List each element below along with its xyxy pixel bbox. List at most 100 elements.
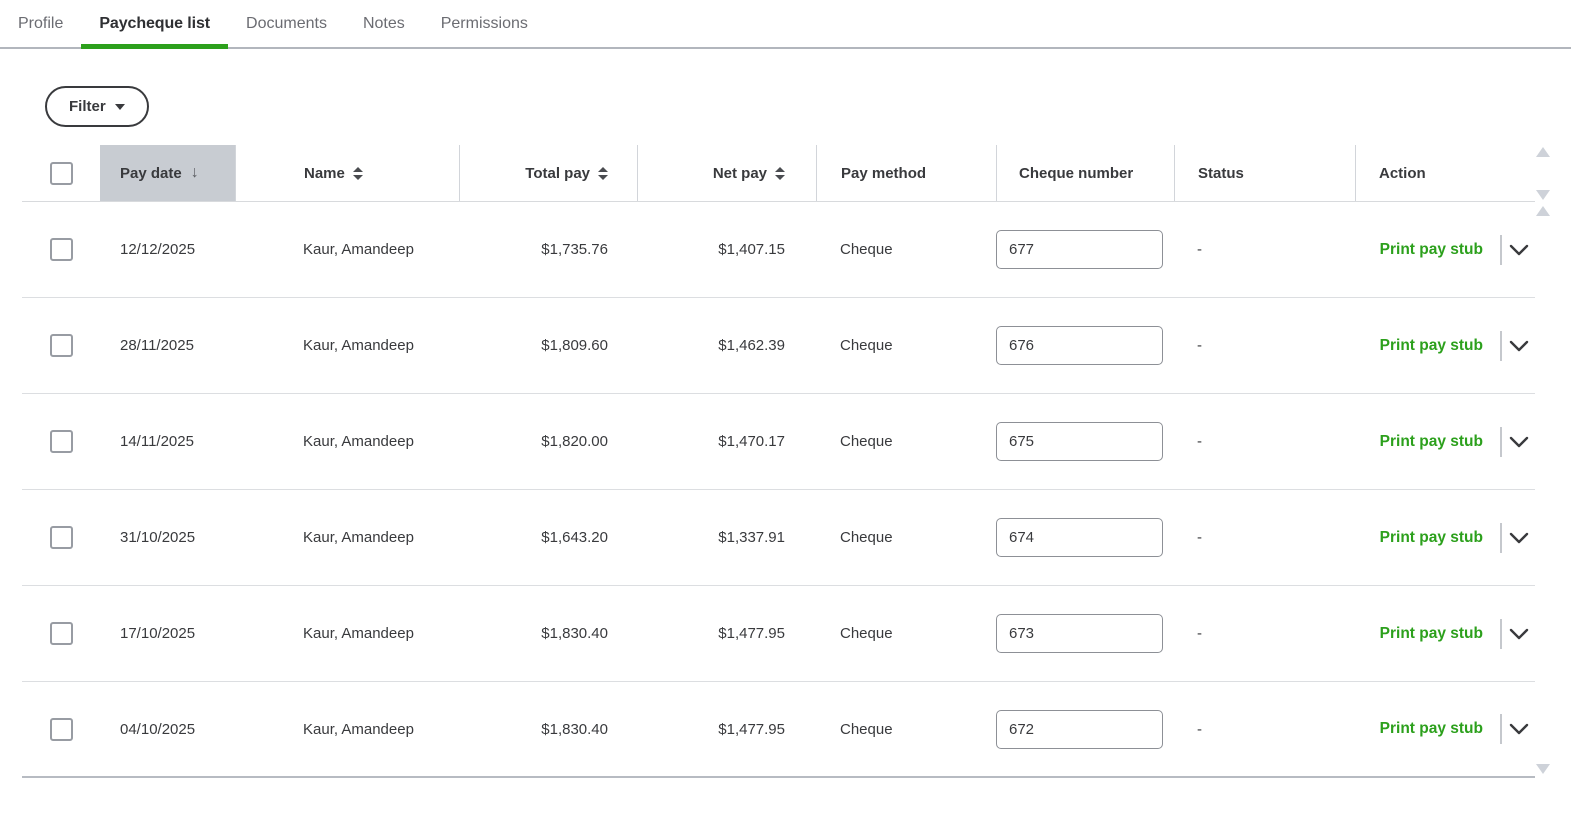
net-pay-cell: $1,407.15: [718, 241, 785, 258]
cheque-number-input[interactable]: [996, 709, 1163, 749]
scroll-down-icon[interactable]: [1536, 764, 1550, 774]
row-checkbox[interactable]: [49, 622, 73, 645]
tab-profile[interactable]: Profile: [18, 14, 64, 32]
column-header-name[interactable]: Name: [235, 145, 459, 201]
column-label: Action: [1379, 164, 1426, 182]
table-body: 12/12/2025 Kaur, Amandeep $1,735.76 $1,4…: [22, 202, 1535, 778]
name-cell: Kaur, Amandeep: [303, 625, 414, 642]
select-all-checkbox[interactable]: [49, 161, 73, 185]
column-label: Cheque number: [1019, 164, 1134, 182]
row-checkbox[interactable]: [49, 526, 73, 549]
cheque-number-cell: [996, 298, 1174, 393]
cheque-number-cell: [996, 202, 1174, 297]
chevron-down-icon[interactable]: [1509, 340, 1529, 352]
print-pay-stub-link[interactable]: Print pay stub: [1379, 528, 1483, 546]
action-divider: [1500, 330, 1502, 361]
chevron-down-icon[interactable]: [1509, 628, 1529, 640]
tab-bar: Profile Paycheque list Documents Notes P…: [0, 0, 1571, 49]
status-cell: -: [1197, 529, 1202, 546]
cheque-number-cell: [996, 586, 1174, 681]
sort-toggle-icon: [598, 166, 608, 180]
row-checkbox[interactable]: [49, 238, 73, 261]
column-header-net-pay[interactable]: Net pay: [637, 145, 816, 201]
pay-method-cell: Cheque: [840, 720, 893, 738]
chevron-down-icon[interactable]: [1509, 244, 1529, 256]
print-pay-stub-link[interactable]: Print pay stub: [1379, 336, 1483, 354]
action-divider: [1500, 522, 1502, 553]
tab-documents[interactable]: Documents: [246, 14, 327, 32]
print-pay-stub-link[interactable]: Print pay stub: [1379, 432, 1483, 450]
cheque-number-input[interactable]: [996, 326, 1163, 365]
paycheque-table: Pay date ↓ Name Total pay Net pay Pay me…: [22, 145, 1535, 778]
action-divider: [1500, 618, 1502, 649]
sort-descending-icon: ↓: [190, 164, 199, 181]
table-row: 14/11/2025 Kaur, Amandeep $1,820.00 $1,4…: [22, 394, 1535, 490]
column-label: Total pay: [525, 164, 590, 182]
table-row: 12/12/2025 Kaur, Amandeep $1,735.76 $1,4…: [22, 202, 1535, 298]
scroll-down-icon[interactable]: [1536, 190, 1550, 200]
filter-button[interactable]: Filter: [45, 86, 149, 127]
column-header-status: Status: [1174, 145, 1355, 201]
column-header-pay-method: Pay method: [816, 145, 996, 201]
column-header-pay-date[interactable]: Pay date ↓: [100, 145, 235, 201]
status-cell: -: [1197, 337, 1202, 354]
name-cell: Kaur, Amandeep: [303, 241, 414, 258]
action-cell: Print pay stub: [1355, 682, 1535, 776]
row-select-cell: [22, 682, 100, 776]
net-pay-cell: $1,462.39: [718, 337, 785, 354]
action-cell: Print pay stub: [1355, 298, 1535, 393]
total-pay-cell: $1,809.60: [541, 337, 608, 354]
chevron-down-icon[interactable]: [1509, 723, 1529, 735]
pay-method-cell: Cheque: [840, 337, 893, 354]
cheque-number-cell: [996, 394, 1174, 489]
filter-section: Filter: [0, 49, 1571, 127]
action-divider: [1500, 234, 1502, 265]
print-pay-stub-link[interactable]: Print pay stub: [1379, 240, 1483, 258]
net-pay-cell: $1,477.95: [718, 720, 785, 738]
pay-date-cell: 28/11/2025: [120, 337, 194, 354]
header-select-all-cell: [22, 145, 100, 201]
tab-paycheque-list[interactable]: Paycheque list: [81, 0, 228, 49]
column-header-total-pay[interactable]: Total pay: [459, 145, 637, 201]
chevron-down-icon[interactable]: [1509, 532, 1529, 544]
cheque-number-input[interactable]: [996, 422, 1163, 461]
filter-button-label: Filter: [69, 98, 106, 115]
column-label: Pay date: [120, 164, 182, 182]
row-checkbox[interactable]: [49, 334, 73, 357]
tab-permissions[interactable]: Permissions: [440, 14, 528, 32]
pay-date-cell: 04/10/2025: [120, 720, 196, 738]
sort-toggle-icon: [352, 166, 363, 180]
row-checkbox[interactable]: [49, 717, 73, 741]
print-pay-stub-link[interactable]: Print pay stub: [1379, 624, 1483, 642]
cheque-number-input[interactable]: [996, 614, 1163, 653]
scroll-up-icon[interactable]: [1536, 147, 1550, 157]
cheque-number-cell: [996, 682, 1174, 776]
cheque-number-input[interactable]: [996, 518, 1163, 557]
pay-method-cell: Cheque: [840, 529, 893, 546]
pay-date-cell: 14/11/2025: [120, 433, 194, 450]
pay-method-cell: Cheque: [840, 625, 893, 642]
status-cell: -: [1197, 241, 1202, 258]
status-cell: -: [1197, 625, 1202, 642]
action-divider: [1500, 426, 1502, 457]
total-pay-cell: $1,830.40: [541, 720, 608, 738]
column-header-cheque-number: Cheque number: [996, 145, 1174, 201]
pay-date-cell: 12/12/2025: [120, 241, 196, 258]
total-pay-cell: $1,830.40: [541, 625, 608, 642]
table-row: 28/11/2025 Kaur, Amandeep $1,809.60 $1,4…: [22, 298, 1535, 394]
chevron-down-icon[interactable]: [1509, 436, 1529, 448]
row-checkbox[interactable]: [49, 430, 73, 453]
status-cell: -: [1197, 720, 1202, 738]
action-cell: Print pay stub: [1355, 490, 1535, 585]
row-select-cell: [22, 394, 100, 489]
table-row: 31/10/2025 Kaur, Amandeep $1,643.20 $1,3…: [22, 490, 1535, 586]
table-header-row: Pay date ↓ Name Total pay Net pay Pay me…: [22, 145, 1535, 202]
scroll-up-icon[interactable]: [1536, 206, 1550, 216]
tab-notes[interactable]: Notes: [362, 14, 405, 32]
action-cell: Print pay stub: [1355, 202, 1535, 297]
cheque-number-input[interactable]: [996, 230, 1163, 269]
row-select-cell: [22, 490, 100, 585]
column-label: Net pay: [712, 164, 767, 182]
print-pay-stub-link[interactable]: Print pay stub: [1379, 720, 1483, 737]
total-pay-cell: $1,643.20: [541, 529, 608, 546]
